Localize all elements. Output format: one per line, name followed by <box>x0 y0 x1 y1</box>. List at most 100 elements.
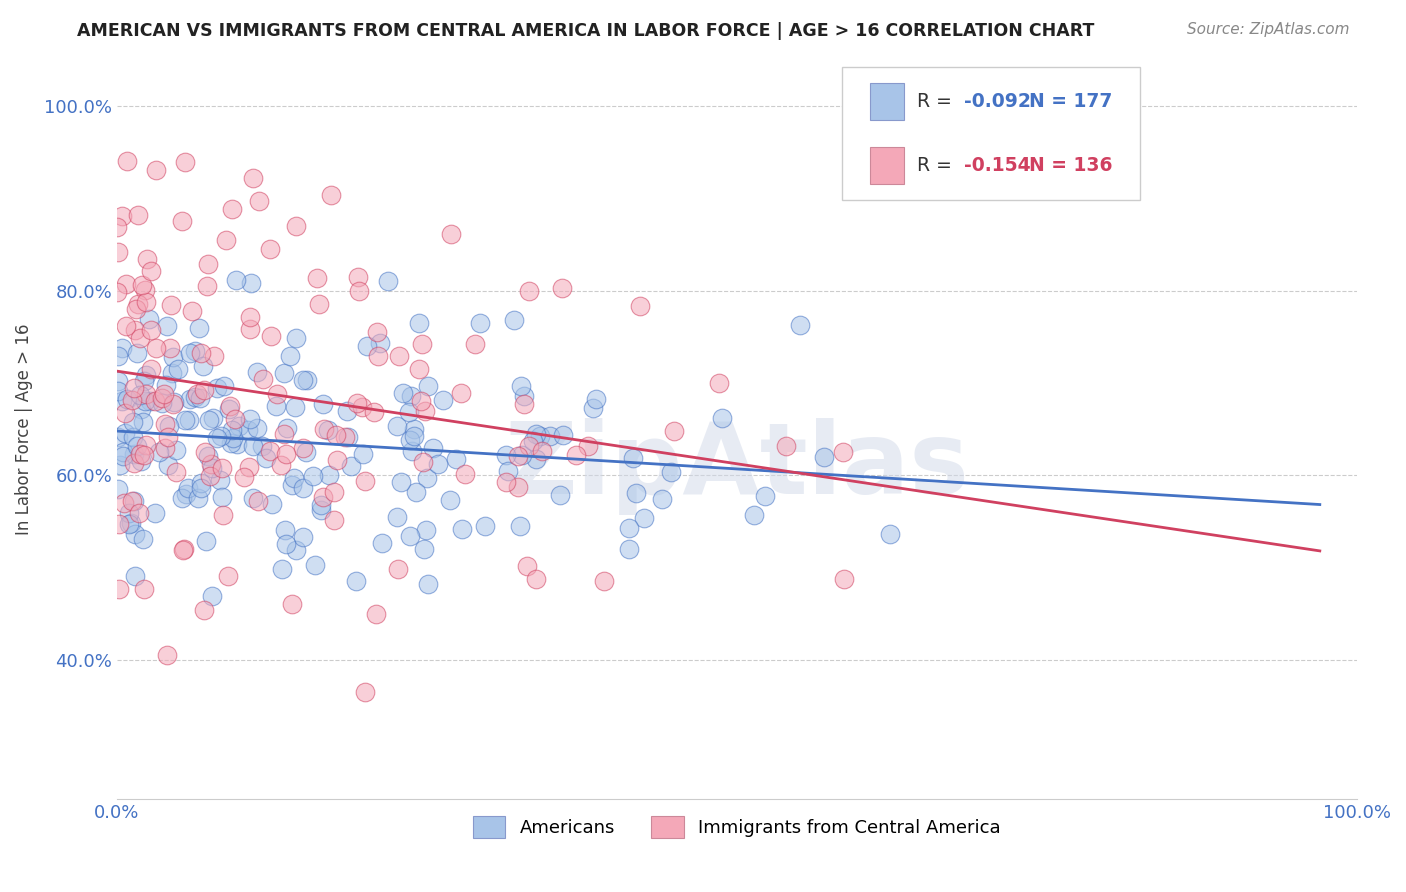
Point <box>148 444 170 458</box>
Point <box>202 349 225 363</box>
Text: R =: R = <box>917 92 957 112</box>
Point <box>259 243 281 257</box>
Point <box>813 450 835 464</box>
Point <box>707 376 730 390</box>
Point <box>402 422 425 436</box>
Point <box>354 685 377 699</box>
Point <box>127 297 149 311</box>
Point <box>125 439 148 453</box>
Point <box>411 394 433 409</box>
Point <box>450 386 472 401</box>
Point <box>242 491 264 506</box>
Point <box>124 323 146 337</box>
Point <box>129 454 152 468</box>
Point <box>291 442 314 456</box>
Point <box>221 423 243 437</box>
Point <box>187 491 209 506</box>
Point <box>198 468 221 483</box>
Point <box>548 488 571 502</box>
Point <box>173 412 195 426</box>
Point <box>121 429 143 443</box>
Legend: Americans, Immigrants from Central America: Americans, Immigrants from Central Ameri… <box>465 809 1008 846</box>
Point <box>120 516 142 531</box>
Point <box>122 456 145 470</box>
Point <box>139 362 162 376</box>
Point <box>115 319 138 334</box>
Point <box>576 439 599 453</box>
Point <box>426 457 449 471</box>
Point <box>122 447 145 461</box>
Point <box>418 379 440 393</box>
Point <box>107 350 129 364</box>
Point <box>247 194 270 208</box>
Point <box>219 399 242 413</box>
Point <box>156 430 179 444</box>
Point <box>284 542 307 557</box>
Point <box>193 602 215 616</box>
Point <box>132 415 155 429</box>
Text: ZipAtlas: ZipAtlas <box>505 417 969 515</box>
Point <box>205 431 228 445</box>
Point <box>498 464 520 478</box>
Point <box>619 541 641 556</box>
Point <box>197 257 219 271</box>
Point <box>242 171 264 186</box>
Point <box>366 325 388 339</box>
Point <box>271 562 294 576</box>
Point <box>516 558 538 573</box>
Point <box>121 494 143 508</box>
Point <box>283 471 305 485</box>
Point <box>524 572 547 586</box>
Point <box>398 405 420 419</box>
Point <box>174 486 197 500</box>
Point <box>157 419 180 434</box>
Point <box>439 493 461 508</box>
Point <box>340 458 363 473</box>
Point <box>145 341 167 355</box>
Point <box>451 523 474 537</box>
Point <box>200 457 222 471</box>
Point <box>322 485 344 500</box>
Point <box>118 506 141 520</box>
Point <box>128 331 150 345</box>
Point <box>125 302 148 317</box>
Point <box>111 341 134 355</box>
Point <box>509 519 531 533</box>
Point <box>238 310 260 324</box>
Point <box>157 458 180 472</box>
Point <box>582 401 605 415</box>
Point <box>387 562 409 576</box>
Point <box>291 481 314 495</box>
Point <box>131 277 153 292</box>
Point <box>444 452 467 467</box>
Text: R =: R = <box>917 156 957 175</box>
Point <box>789 318 811 333</box>
Point <box>659 465 682 479</box>
Point <box>377 274 399 288</box>
Point <box>131 532 153 546</box>
Point <box>367 349 389 363</box>
Point <box>179 392 201 406</box>
Point <box>495 449 517 463</box>
Point <box>197 450 219 464</box>
Point <box>211 460 233 475</box>
Point <box>292 530 315 544</box>
Point <box>150 392 173 406</box>
Point <box>190 346 212 360</box>
Point <box>276 421 298 435</box>
Point <box>135 386 157 401</box>
Point <box>143 506 166 520</box>
Point <box>363 405 385 419</box>
Point <box>309 503 332 517</box>
Point <box>292 372 315 386</box>
Point <box>108 517 131 532</box>
Point <box>325 452 347 467</box>
Point <box>143 393 166 408</box>
Point <box>281 597 304 611</box>
Point <box>517 284 540 298</box>
Point <box>211 508 233 523</box>
Point <box>262 497 284 511</box>
Point <box>415 523 437 537</box>
Point <box>304 558 326 572</box>
Point <box>415 403 437 417</box>
